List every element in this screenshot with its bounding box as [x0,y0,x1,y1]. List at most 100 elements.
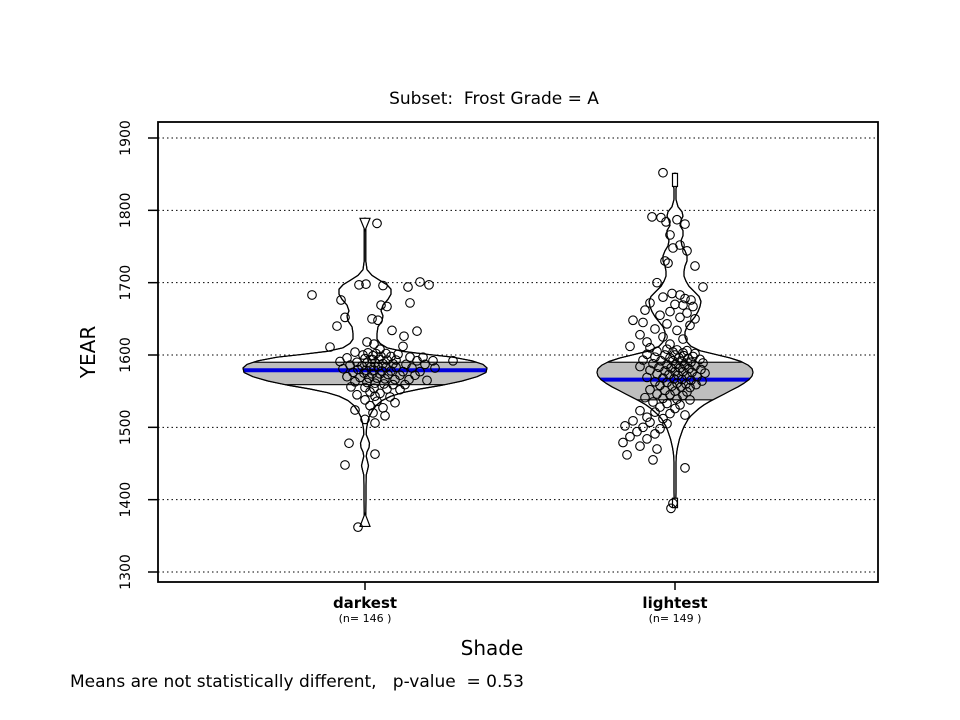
data-point [647,211,657,222]
data-point [660,256,670,266]
data-point [399,331,409,342]
data-point [342,371,352,382]
data-point [663,258,673,268]
data-point [391,362,401,373]
data-point [354,279,364,290]
data-point [680,293,690,304]
data-point [622,449,632,460]
data-point [680,219,690,229]
data-point [422,375,432,386]
data-point [678,334,688,344]
data-point [372,218,382,229]
data-point [685,394,695,405]
data-point [642,412,652,423]
data-point [380,374,390,384]
group-label-darkest: darkest [333,594,397,612]
data-point [682,245,692,256]
y-tick-label-1800: 1800 [118,193,134,229]
data-point [373,315,383,326]
data-point [360,394,370,405]
data-point [688,301,698,312]
data-point [668,498,678,509]
data-point [370,391,380,402]
data-point [662,344,672,355]
data-point [690,261,700,271]
data-point [352,357,362,368]
data-point [361,279,371,289]
data-point [412,326,422,336]
data-point [640,305,650,316]
data-point [655,380,665,391]
data-point [666,503,676,514]
data-point [338,363,348,374]
data-point [698,282,708,292]
data-point [344,438,354,449]
data-point [625,341,635,352]
data-point [645,384,655,395]
data-point [672,394,682,404]
data-point [362,377,372,388]
data-point [635,361,645,372]
data-point [398,341,408,352]
data-point [642,434,652,444]
data-point [672,325,682,336]
data-point [420,359,430,370]
data-point [369,339,379,350]
data-point [382,301,392,312]
data-point [655,423,665,434]
data-point [686,295,696,305]
data-point [340,312,350,323]
data-point [412,355,422,366]
data-point [662,418,672,429]
y-tick-label-1400: 1400 [118,482,134,518]
data-point [675,312,685,323]
data-point [665,306,675,317]
data-point [368,408,378,418]
data-point [372,396,382,407]
data-point [424,279,434,290]
data-point [645,298,655,308]
data-point [658,332,668,342]
data-point [370,449,380,459]
y-tick-label-1600: 1600 [118,337,134,373]
y-tick-label-1700: 1700 [118,265,134,301]
data-point [655,310,665,321]
data-point [668,243,678,253]
data-point [332,321,342,331]
data-point [340,460,350,470]
tip-marker-triangle-darkest-0 [359,217,371,233]
data-point [652,346,662,357]
chart-title: Subset: Frost Grade = A [389,89,599,109]
data-point [635,329,645,340]
data-point [390,374,400,385]
data-point [678,300,688,310]
data-point [675,290,685,300]
data-point [350,405,360,415]
data-point [387,325,397,336]
data-point [620,421,630,431]
data-point [393,349,403,360]
y-tick-label-1300: 1300 [118,554,134,590]
data-point [381,348,391,359]
data-point [680,410,690,420]
data-point [372,373,382,383]
plot-frame [157,121,879,583]
data-point [652,444,662,454]
data-point [638,317,648,328]
data-point [648,397,658,407]
data-point [307,290,317,300]
data-point [415,277,425,287]
x-axis-title: Shade [461,636,524,660]
data-point [405,298,415,308]
data-point [618,437,628,448]
group-n-lightest: (n= 149 ) [649,612,702,625]
data-point [680,462,690,473]
data-point [390,397,400,408]
data-point [688,351,698,362]
y-tick-label-1900: 1900 [118,120,134,156]
data-point [625,431,635,442]
data-point [395,384,405,395]
data-point [352,389,362,400]
data-point [362,337,372,347]
